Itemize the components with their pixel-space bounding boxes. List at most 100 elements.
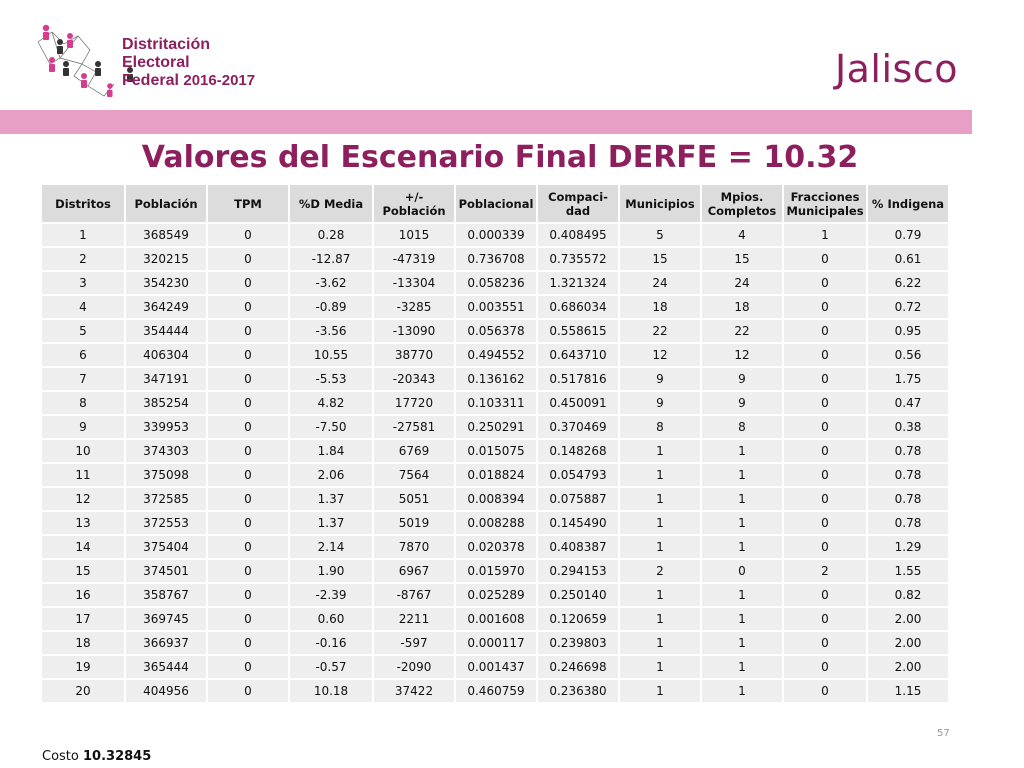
table-cell: 406304 — [124, 342, 208, 368]
table-cell: 12 — [40, 486, 126, 512]
table-cell: 17 — [40, 606, 126, 632]
table-cell: -3.62 — [288, 270, 374, 296]
table-cell: 369745 — [124, 606, 208, 632]
page-number: 57 — [937, 728, 950, 739]
table-cell: -8767 — [372, 582, 456, 608]
table-cell: 8 — [40, 390, 126, 416]
table-cell: 0 — [206, 438, 290, 464]
table-cell: 0 — [206, 462, 290, 488]
table-cell: 2.00 — [866, 630, 950, 656]
table-cell: 368549 — [124, 222, 208, 248]
table-row: 13 372553 0 1.37 5019 0.008288 0.145490 1 1 0 0.78 — [40, 510, 950, 536]
table-cell: 354444 — [124, 318, 208, 344]
table-cell: 1.84 — [288, 438, 374, 464]
table-cell: 1.37 — [288, 510, 374, 536]
table-cell: 19 — [40, 654, 126, 680]
table-cell: 0.78 — [866, 486, 950, 512]
table-cell: 0 — [206, 366, 290, 392]
table-cell: 0 — [782, 462, 868, 488]
table-cell: 1 — [618, 678, 702, 704]
table-cell: 6.22 — [866, 270, 950, 296]
table-cell: 8 — [700, 414, 784, 440]
table-cell: 22 — [700, 318, 784, 344]
table-cell: 0.020378 — [454, 534, 538, 560]
table-cell: 0.001608 — [454, 606, 538, 632]
cost-summary: Costo 10.32845 — [42, 749, 151, 764]
table-row: 10 374303 0 1.84 6769 0.015075 0.148268 1 1 0 0.78 — [40, 438, 950, 464]
table-cell: 1.75 — [866, 366, 950, 392]
table-cell: 364249 — [124, 294, 208, 320]
table-cell: -12.87 — [288, 246, 374, 272]
table-cell: 0.236380 — [536, 678, 620, 704]
table-cell: 1 — [700, 462, 784, 488]
table-cell: 14 — [40, 534, 126, 560]
table-cell: 17720 — [372, 390, 456, 416]
table-row: 16 358767 0 -2.39 -8767 0.025289 0.250140 1 1 0 0.… — [40, 582, 950, 608]
table-cell: 5051 — [372, 486, 456, 512]
table-cell: 24 — [700, 270, 784, 296]
table-cell: 0.250291 — [454, 414, 538, 440]
table-cell: 0 — [206, 390, 290, 416]
table-cell: 0.000339 — [454, 222, 538, 248]
table-cell: 1 — [700, 606, 784, 632]
table-cell: 0 — [206, 318, 290, 344]
table-cell: 0.148268 — [536, 438, 620, 464]
table-cell: 15 — [40, 558, 126, 584]
table-cell: 0.001437 — [454, 654, 538, 680]
table-cell: 1 — [618, 534, 702, 560]
table-cell: 0.025289 — [454, 582, 538, 608]
table-cell: 0 — [206, 654, 290, 680]
table-cell: 1 — [618, 582, 702, 608]
table-cell: 0.60 — [288, 606, 374, 632]
table-row: 20 404956 0 10.18 37422 0.460759 0.236380 1 1 0 1.… — [40, 678, 950, 704]
table-cell: 0.120659 — [536, 606, 620, 632]
logo-title: Distritación Electoral — [122, 36, 211, 71]
table-cell: 0 — [700, 558, 784, 584]
table-cell: 0.61 — [866, 246, 950, 272]
table-row: 8 385254 0 4.82 17720 0.103311 0.450091 9 9 0 0.47 — [40, 390, 950, 416]
table-body: 1 368549 0 0.28 1015 0.000339 0.408495 5 4 1 0.79 2… — [40, 222, 950, 704]
table-cell: 0 — [782, 270, 868, 296]
table-cell: 358767 — [124, 582, 208, 608]
table-cell: 1.29 — [866, 534, 950, 560]
table-cell: 0.643710 — [536, 342, 620, 368]
table-cell: 0 — [206, 294, 290, 320]
table-cell: 0.408495 — [536, 222, 620, 248]
table-cell: 374501 — [124, 558, 208, 584]
table-cell: 4.82 — [288, 390, 374, 416]
table-row: 9 339953 0 -7.50 -27581 0.250291 0.370469 8 8 0 0.… — [40, 414, 950, 440]
table-cell: 0 — [206, 678, 290, 704]
table-cell: 372553 — [124, 510, 208, 536]
table-cell: 0 — [206, 534, 290, 560]
table-cell: 0.239803 — [536, 630, 620, 656]
table-cell: -2.39 — [288, 582, 374, 608]
table-cell: 9 — [618, 390, 702, 416]
table-cell: 38770 — [372, 342, 456, 368]
table-cell: 22 — [618, 318, 702, 344]
page-title: Valores del Escenario Final DERFE = 10.3… — [141, 140, 859, 175]
table-cell: 0 — [206, 342, 290, 368]
cost-label: Costo — [42, 749, 79, 764]
table-row: 4 364249 0 -0.89 -3285 0.003551 0.686034 18 18 0 0… — [40, 294, 950, 320]
table-cell: 0.008394 — [454, 486, 538, 512]
table-cell: 0 — [782, 534, 868, 560]
table-cell: 1 — [618, 654, 702, 680]
table-cell: 0.008288 — [454, 510, 538, 536]
table-cell: 5 — [40, 318, 126, 344]
table-cell: 1 — [700, 678, 784, 704]
table-cell: 0.003551 — [454, 294, 538, 320]
table-cell: -27581 — [372, 414, 456, 440]
cost-value: 10.32845 — [83, 749, 152, 764]
table-cell: 0 — [782, 342, 868, 368]
table-cell: 320215 — [124, 246, 208, 272]
table-cell: 0 — [782, 486, 868, 512]
table-row: 1 368549 0 0.28 1015 0.000339 0.408495 5 4 1 0.79 — [40, 222, 950, 248]
table-cell: 1 — [618, 606, 702, 632]
table-cell: 0.28 — [288, 222, 374, 248]
table-cell: 10 — [40, 438, 126, 464]
table-row: 15 374501 0 1.90 6967 0.015970 0.294153 2 0 2 1.55 — [40, 558, 950, 584]
table-cell: 0 — [206, 630, 290, 656]
table-cell: 7564 — [372, 462, 456, 488]
table-cell: 366937 — [124, 630, 208, 656]
logo-text: Distritación Electoral Federal 2016-2017 — [122, 36, 280, 90]
